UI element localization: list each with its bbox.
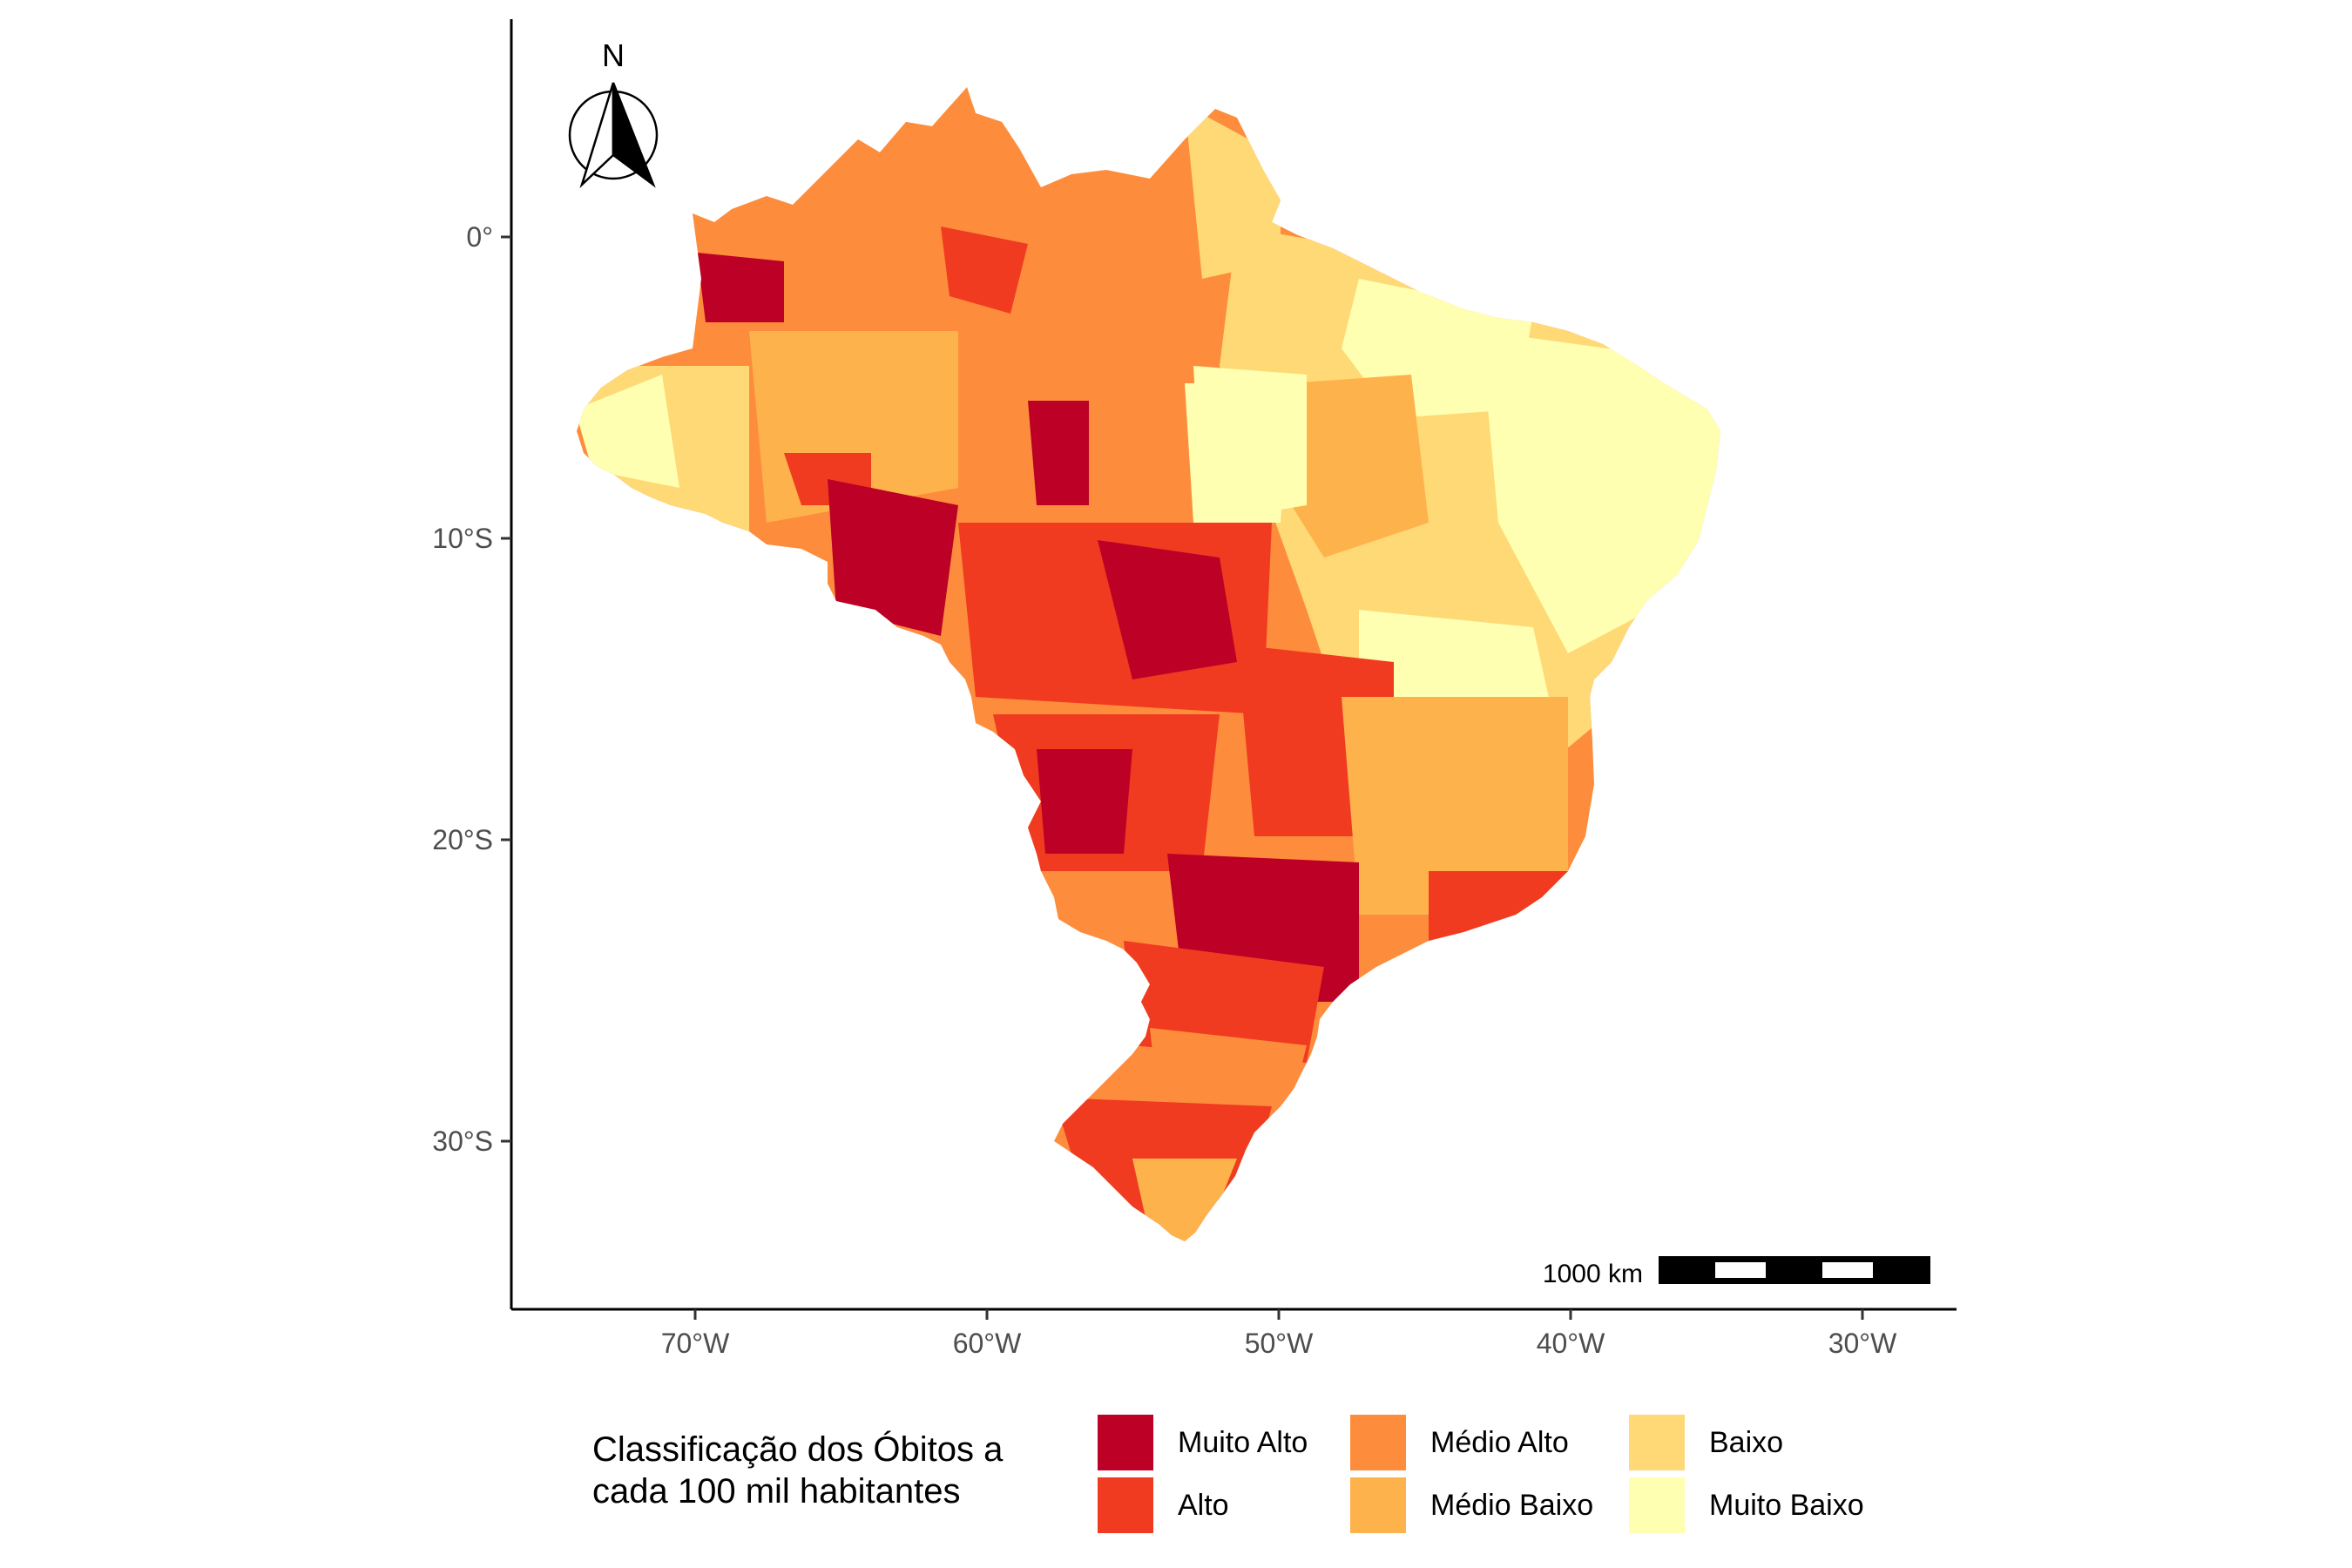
y-tick-label: 0° <box>466 221 493 253</box>
region-hotspot-amazonas <box>941 226 1028 314</box>
north-arrow-icon: N <box>568 37 659 189</box>
legend-item-baixo: Baixo <box>1629 1411 1882 1474</box>
region-northeast-coast <box>1481 331 1720 653</box>
region-minas <box>1342 697 1568 915</box>
legend-swatch <box>1098 1415 1153 1470</box>
north-label: N <box>602 37 625 73</box>
y-tick-label: 30°S <box>432 1125 493 1157</box>
region-roraima <box>854 105 1010 226</box>
x-tick-label: 30°W <box>1828 1328 1897 1359</box>
y-axis-ticks: 0° 10°S 20°S 30°S <box>432 221 511 1157</box>
legend-title-line: cada 100 mil habitantes <box>592 1472 961 1511</box>
legend-swatch <box>1629 1415 1685 1470</box>
region-rio <box>1429 871 1568 967</box>
legend-label: Médio Baixo <box>1430 1488 1594 1522</box>
legend-swatch <box>1350 1415 1406 1470</box>
legend-label: Médio Alto <box>1430 1425 1569 1459</box>
region-rgs-south <box>1132 1159 1237 1241</box>
x-tick-label: 50°W <box>1245 1328 1314 1359</box>
legend-item-medio-baixo: Médio Baixo <box>1350 1474 1629 1537</box>
y-tick-label: 10°S <box>432 523 493 554</box>
y-tick-label: 20°S <box>432 824 493 855</box>
legend-label: Muito Alto <box>1178 1425 1308 1459</box>
legend-item-medio-alto: Médio Alto <box>1350 1411 1629 1474</box>
region-mt-hotspot <box>1098 540 1237 679</box>
region-ms-hotspot <box>1037 749 1132 854</box>
legend-swatch <box>1350 1477 1406 1533</box>
scale-bar: 1000 km <box>1543 1256 1930 1288</box>
legend: Classificação dos Óbitos a cada 100 mil … <box>592 1411 1916 1551</box>
region-para-east <box>1185 383 1289 523</box>
region-santa-catarina <box>1150 1028 1307 1115</box>
legend-label: Baixo <box>1709 1425 1784 1459</box>
region-piaui <box>1281 375 1429 558</box>
region-rondonia <box>828 479 958 636</box>
legend-label: Muito Baixo <box>1709 1488 1864 1522</box>
legend-item-muito-baixo: Muito Baixo <box>1629 1474 1882 1537</box>
x-tick-label: 40°W <box>1537 1328 1605 1359</box>
region-acre <box>577 375 679 488</box>
scale-label: 1000 km <box>1543 1260 1643 1288</box>
region-hotspot-northwest <box>697 253 784 322</box>
x-tick-label: 70°W <box>661 1328 730 1359</box>
brazil-map <box>577 87 1720 1241</box>
legend-label: Alto <box>1178 1488 1229 1522</box>
region-hotspot-para <box>1028 401 1089 505</box>
legend-swatch <box>1098 1477 1153 1533</box>
legend-title-line: Classificação dos Óbitos a <box>592 1430 1004 1469</box>
legend-items: Muito Alto Médio Alto Baixo Alto Médio B… <box>1098 1411 1882 1537</box>
x-axis-ticks: 70°W 60°W 50°W 40°W 30°W <box>661 1309 1897 1359</box>
legend-title: Classificação dos Óbitos a cada 100 mil … <box>592 1411 1098 1512</box>
legend-item-muito-alto: Muito Alto <box>1098 1411 1350 1474</box>
x-tick-label: 60°W <box>953 1328 1022 1359</box>
legend-item-alto: Alto <box>1098 1474 1350 1537</box>
legend-swatch <box>1629 1477 1685 1533</box>
